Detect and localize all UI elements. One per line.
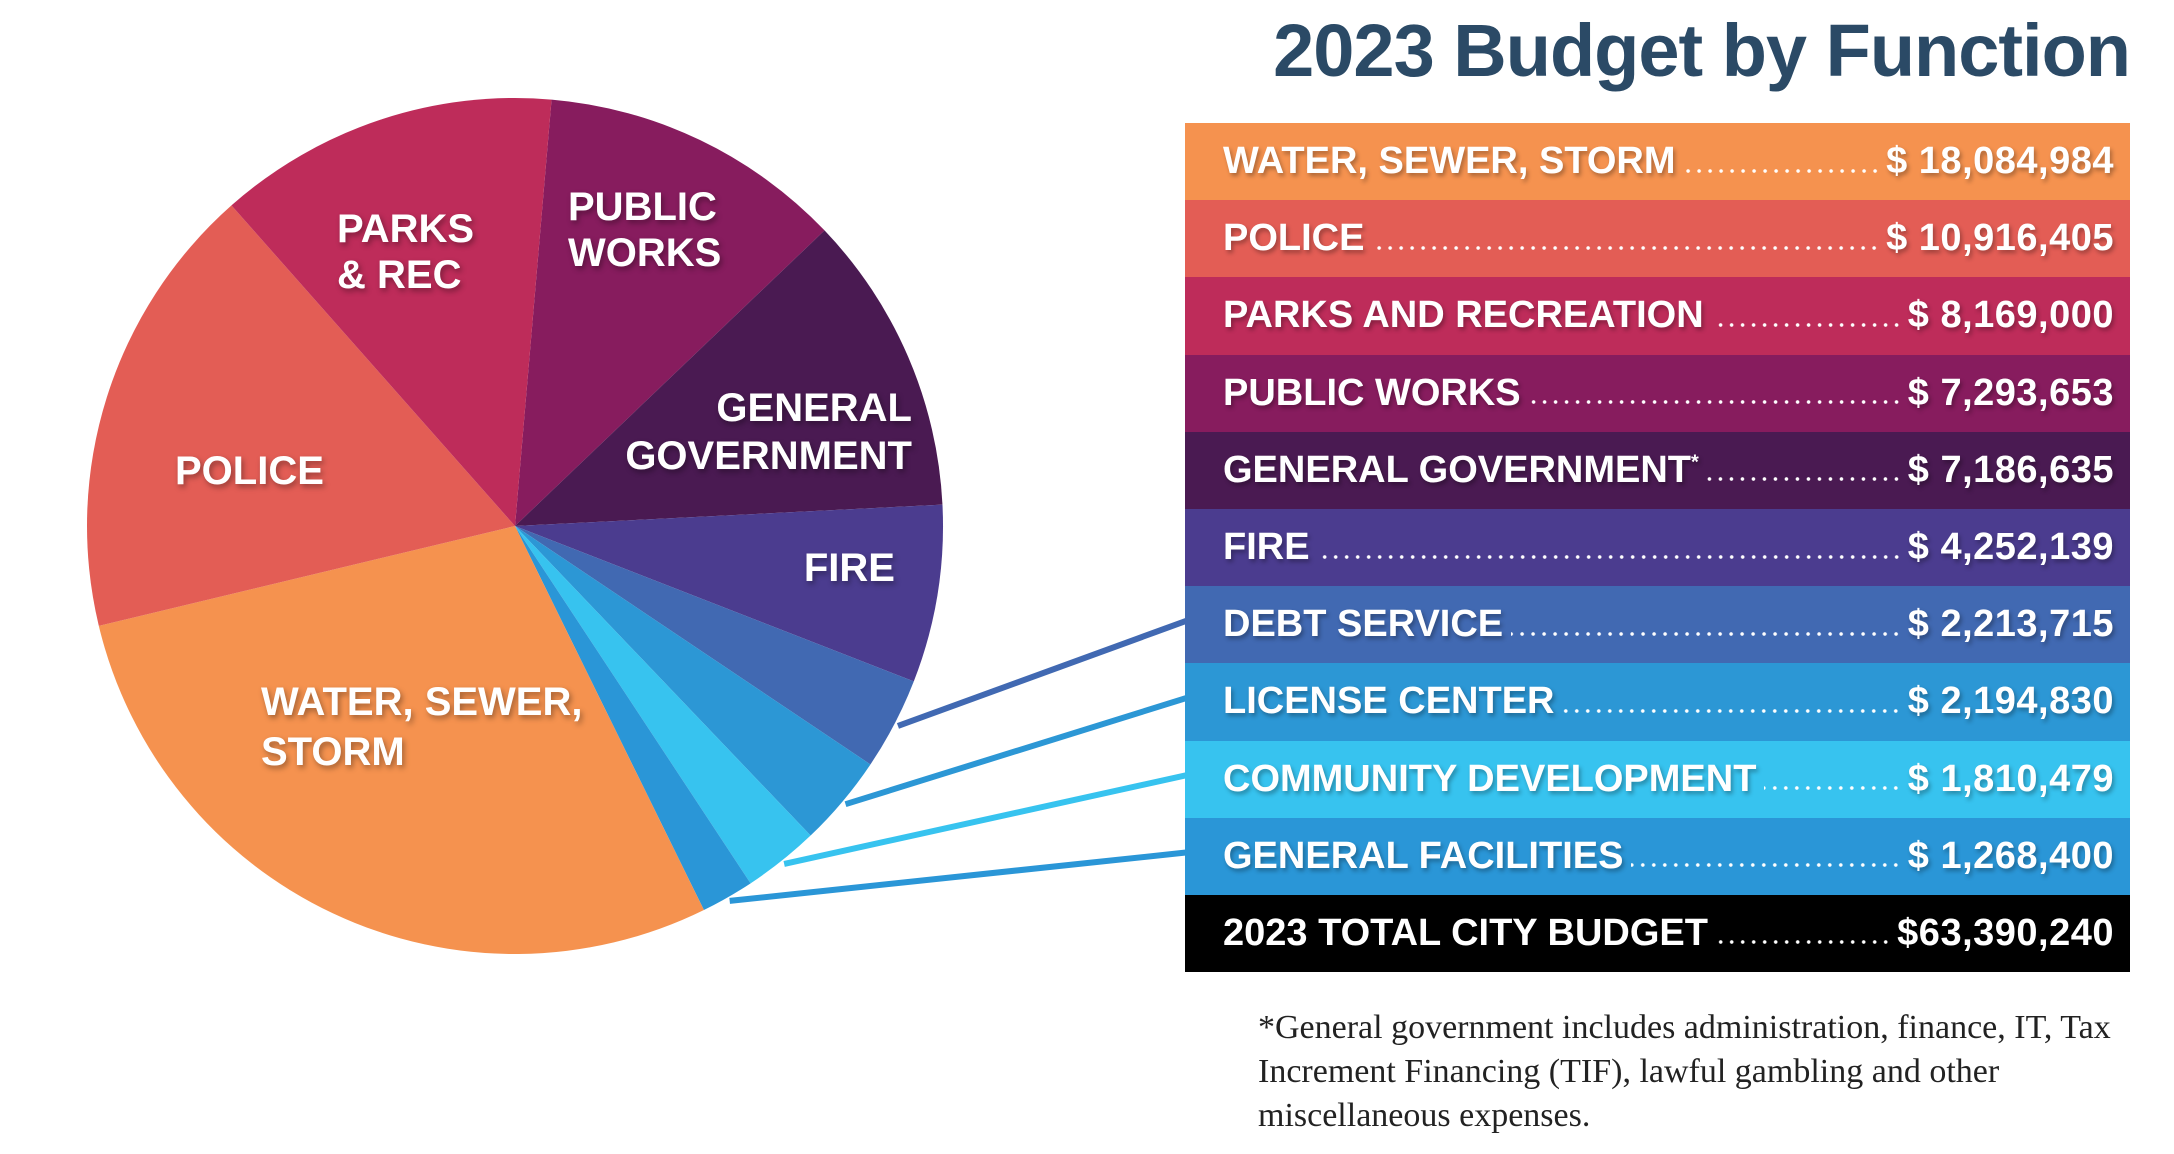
pie-slice-public-works: [515, 99, 825, 527]
row-label-text: GENERAL GOVERNMENT: [1223, 448, 1692, 491]
row-amount: $ 2,194,830: [1907, 680, 2114, 723]
table-row-community-development: COMMUNITY DEVELOPMENT $ 1,810,479: [1185, 740, 2130, 818]
pie-label-general-government: GOVERNMENT: [625, 434, 912, 478]
dot-leader: [1372, 244, 1881, 251]
row-label: COMMUNITY DEVELOPMENT: [1223, 758, 1756, 801]
pie-label-general-government: GENERAL: [716, 386, 912, 430]
row-amount: $ 18,084,984: [1886, 140, 2114, 183]
row-label: PARKS AND RECREATION: [1223, 294, 1704, 337]
row-label-text: 2023 TOTAL CITY BUDGET: [1223, 911, 1708, 954]
row-label: GENERAL GOVERNMENT*: [1223, 449, 1699, 492]
pie-label-public-works: WORKS: [568, 231, 721, 275]
dot-leader: [1706, 476, 1902, 483]
row-label-text: PUBLIC WORKS: [1223, 371, 1521, 414]
table-row-total: 2023 TOTAL CITY BUDGET $63,390,240: [1185, 894, 2130, 973]
pie-slice-community-development: [515, 526, 811, 884]
pie-slice-license-center: [515, 526, 871, 836]
row-amount: $63,390,240: [1897, 911, 2114, 954]
row-amount: $ 1,268,400: [1907, 834, 2114, 877]
table-row-debt-service: DEBT SERVICE $ 2,213,715: [1185, 586, 2130, 664]
pie-slice-debt-service: [515, 526, 914, 765]
pie-slice-water-sewer-storm: [98, 526, 704, 955]
table-row-fire: FIRE $ 4,252,139: [1185, 508, 2130, 587]
table-row-general-government: GENERAL GOVERNMENT* $ 7,186,635: [1185, 431, 2130, 509]
pie-slices: [86, 98, 943, 955]
row-amount: $ 8,169,000: [1907, 294, 2114, 337]
asterisk: *: [1691, 451, 1699, 474]
row-label: PUBLIC WORKS: [1223, 372, 1521, 415]
table-row-public-works: PUBLIC WORKS $ 7,293,653: [1185, 354, 2130, 432]
pie-slice-general-government: [515, 230, 943, 526]
pie-label-water-sewer-storm: WATER, SEWER,: [261, 680, 582, 724]
pie-label-water-sewer-storm: STORM: [261, 730, 405, 774]
row-amount: $ 7,293,653: [1907, 371, 2114, 414]
dot-leader: [1317, 553, 1902, 560]
pie-slice-fire: [515, 504, 943, 682]
dot-leader: [1715, 939, 1892, 946]
leader-line-debt-service: [896, 618, 1188, 729]
row-label: DEBT SERVICE: [1223, 603, 1503, 646]
row-label: FIRE: [1223, 526, 1310, 569]
dot-leader: [1631, 862, 1902, 869]
dot-leader: [1711, 321, 1902, 328]
pie-label-fire: FIRE: [804, 546, 895, 590]
chart-title: 2023 Budget by Function: [1273, 9, 2131, 92]
dot-leader: [1683, 167, 1881, 174]
pie-label-public-works: PUBLIC: [568, 185, 717, 229]
row-amount: $ 10,916,405: [1886, 217, 2114, 260]
leader-line-community-development: [783, 772, 1187, 867]
row-label-text: POLICE: [1223, 217, 1365, 260]
pie-slice-police: [86, 205, 516, 626]
row-amount: $ 7,186,635: [1907, 448, 2114, 491]
table-row-police: POLICE $ 10,916,405: [1185, 200, 2130, 278]
leader-lines: [729, 618, 1188, 904]
dot-leader: [1764, 785, 1902, 792]
table-row-general-facilities: GENERAL FACILITIES $ 1,268,400: [1185, 817, 2130, 895]
row-label: GENERAL FACILITIES: [1223, 835, 1623, 878]
table-row-parks-rec: PARKS AND RECREATION $ 8,169,000: [1185, 277, 2130, 355]
pie-label-police: POLICE: [175, 449, 324, 493]
row-label: LICENSE CENTER: [1223, 680, 1554, 723]
row-label-text: FIRE: [1223, 526, 1310, 569]
table-row-license-center: LICENSE CENTER $ 2,194,830: [1185, 663, 2130, 741]
row-label: WATER, SEWER, STORM: [1223, 140, 1676, 183]
pie-label-parks-rec: PARKS: [337, 207, 474, 251]
dot-leader: [1528, 399, 1902, 406]
table-row-water-sewer-storm: WATER, SEWER, STORM $ 18,084,984: [1185, 123, 2130, 201]
pie-slice-parks-rec: [231, 98, 552, 527]
row-label-text: PARKS AND RECREATION: [1223, 294, 1704, 337]
leader-line-license-center: [844, 695, 1187, 808]
footnote: *General government includes administrat…: [1258, 1009, 2111, 1134]
row-label-text: COMMUNITY DEVELOPMENT: [1223, 757, 1757, 800]
row-amount: $ 1,810,479: [1907, 757, 2114, 800]
row-amount: $ 2,213,715: [1907, 603, 2114, 646]
leader-line-general-facilities: [729, 849, 1187, 904]
row-label: POLICE: [1223, 217, 1364, 260]
pie-slice-general-facilities: [515, 526, 751, 911]
row-amount: $ 4,252,139: [1907, 526, 2114, 569]
row-label-text: DEBT SERVICE: [1223, 603, 1504, 646]
row-label: 2023 TOTAL CITY BUDGET: [1223, 912, 1708, 955]
row-label-text: WATER, SEWER, STORM: [1223, 140, 1676, 183]
row-label-text: LICENSE CENTER: [1223, 680, 1555, 723]
dot-leader: [1562, 707, 1902, 714]
pie-label-parks-rec: & REC: [337, 253, 461, 297]
budget-table: WATER, SEWER, STORM $ 18,084,984 POLICE $ 1…: [1185, 123, 2130, 973]
dot-leader: [1511, 630, 1902, 637]
row-label-text: GENERAL FACILITIES: [1223, 834, 1624, 877]
